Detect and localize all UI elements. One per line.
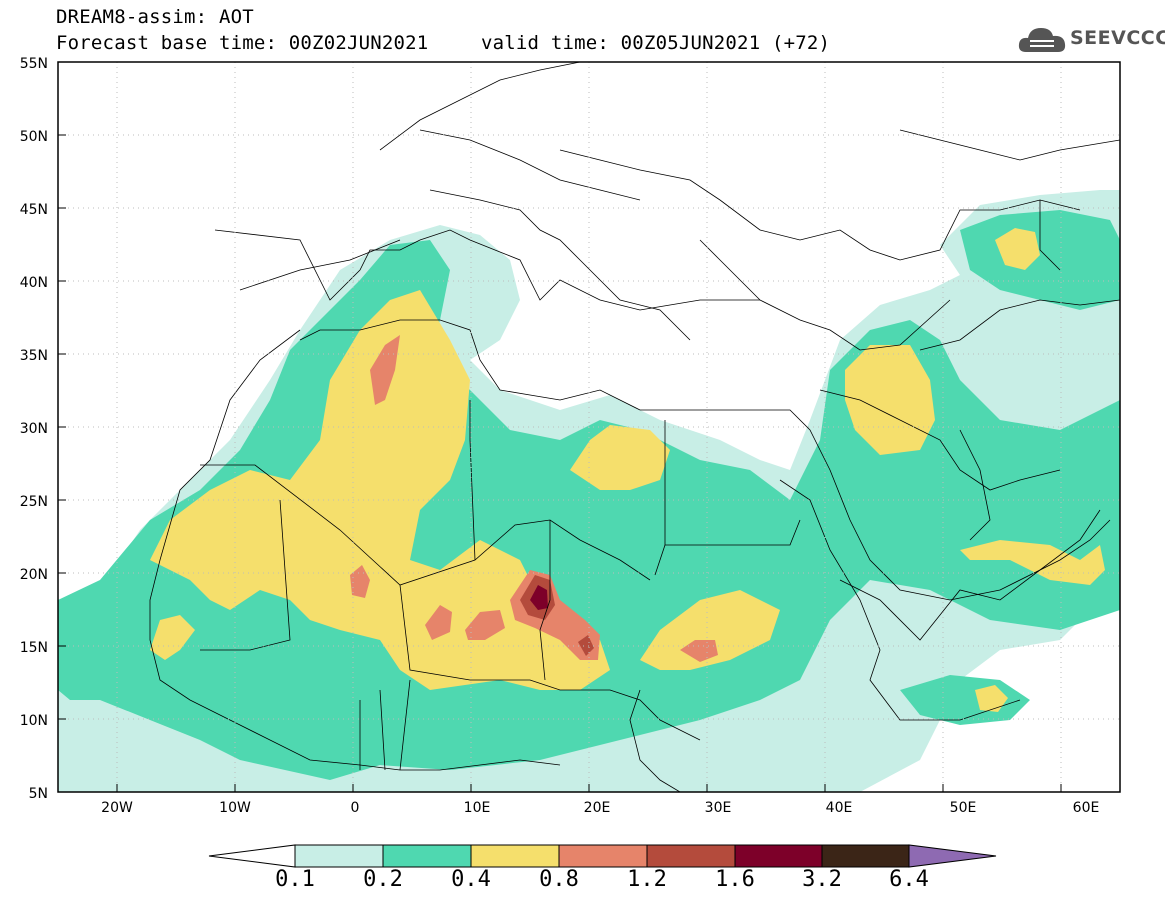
colorbar-segment [558,844,648,868]
y-tick-label: 20N [20,567,48,583]
y-tick-label: 15N [20,640,48,656]
y-tick-label: 50N [20,129,48,145]
colorbar-segment [382,844,472,868]
x-tick-label: 0 [351,800,360,816]
colorbar-segment [734,844,823,868]
tick-marks [58,134,1062,792]
x-tick-label: 50E [950,800,977,816]
colorbar-label: 3.2 [802,867,842,892]
colorbar-over-arrow [908,844,997,868]
colorbar-label: 0.2 [363,867,403,892]
x-tick-labels: 20W 10W 0 10E 20E 30E 40E 50E 60E [101,800,1099,816]
cloud-logo-icon [1018,28,1066,52]
map-title: DREAM8-assim: AOT [56,6,254,28]
colorbar [208,844,997,868]
x-tick-label: 40E [826,800,853,816]
x-tick-label: 10W [219,800,251,816]
y-tick-label: 55N [20,56,48,72]
forecast-times: Forecast base time: 00Z02JUN2021 valid ti… [56,32,830,54]
country-borders [149,62,1120,792]
map-gridlines [58,62,1120,792]
x-tick-label: 10E [464,800,491,816]
x-tick-label: 60E [1073,800,1100,816]
y-tick-label: 25N [20,494,48,510]
y-tick-label: 30N [20,421,48,437]
valid-time: valid time: 00Z05JUN2021 (+72) [481,32,831,54]
colorbar-label: 0.1 [275,867,315,892]
colorbar-segment [646,844,736,868]
colorbar-segment [821,844,910,868]
y-tick-label: 40N [20,275,48,291]
colorbar-under-arrow [208,844,296,868]
base-time: Forecast base time: 00Z02JUN2021 [56,32,429,54]
colorbar-label: 6.4 [889,867,929,892]
colorbar-segment [470,844,560,868]
y-tick-label: 10N [20,713,48,729]
seevccc-logo: SEEVCCC [1016,22,1165,56]
y-tick-label: 5N [29,786,48,802]
logo-text: SEEVCCC [1070,27,1165,49]
x-tick-label: 20E [584,800,611,816]
colorbar-label: 0.8 [539,867,579,892]
y-tick-label: 45N [20,202,48,218]
colorbar-label: 1.2 [627,867,667,892]
x-tick-label: 30E [705,800,732,816]
colorbar-label: 1.6 [715,867,755,892]
aot-shading [58,190,1120,792]
colorbar-segment [294,844,384,868]
y-tick-labels: 55N 50N 45N 40N 35N 30N 25N 20N 15N 10N … [20,56,48,802]
y-tick-label: 35N [20,348,48,364]
colorbar-label: 0.4 [451,867,491,892]
x-tick-label: 20W [101,800,133,816]
